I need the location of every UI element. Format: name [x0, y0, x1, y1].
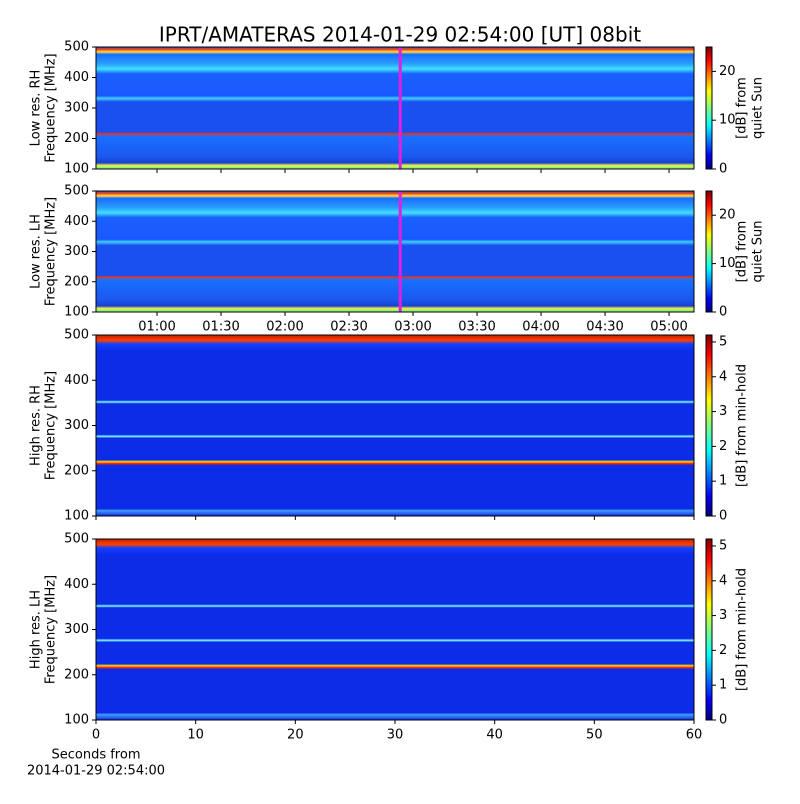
x-tick-label: 03:30: [458, 320, 495, 335]
y-tick-label: 400: [64, 373, 89, 388]
x-axis-label: 2014-01-29 02:54:00: [27, 764, 165, 779]
figure-title: IPRT/AMATERAS 2014-01-29 02:54:00 [UT] 0…: [159, 23, 641, 47]
y-tick-label: 500: [64, 40, 89, 55]
y-axis-label: Frequency [MHz]: [44, 575, 59, 684]
x-tick-label: 05:00: [650, 320, 687, 335]
spectrogram: [96, 539, 694, 720]
colorbar-label: [dB] from min-hold: [735, 568, 750, 691]
colorbar-tick-label: 5: [719, 334, 727, 349]
x-tick-label: 10: [187, 728, 204, 743]
colorbar-tick-label: 3: [719, 404, 727, 419]
x-axis-label: Seconds from: [51, 748, 140, 763]
y-axis-label: Low res. RH: [29, 70, 44, 147]
colorbar-tick-label: 5: [719, 538, 727, 553]
colorbar-label: [dB] from: [735, 221, 750, 283]
y-tick-label: 200: [64, 131, 89, 146]
colorbar: [705, 538, 713, 721]
colorbar: [705, 190, 713, 313]
colorbar-label: [dB] from min-hold: [735, 364, 750, 487]
colorbar-tick-label: 20: [719, 64, 736, 79]
y-axis-label: High res. LH: [29, 590, 44, 669]
x-tick-label: 04:30: [586, 320, 623, 335]
colorbar-tick-label: 0: [719, 713, 727, 728]
colorbar-tick-label: 2: [719, 643, 727, 658]
colorbar-label: quiet Sun: [751, 77, 766, 139]
colorbar-tick-label: 2: [719, 439, 727, 454]
colorbar-tick-label: 10: [719, 256, 736, 271]
colorbar-tick-label: 0: [719, 305, 727, 320]
x-tick-label: 50: [586, 728, 603, 743]
x-tick-label: 40: [486, 728, 503, 743]
y-tick-label: 500: [64, 184, 89, 199]
y-tick-label: 300: [64, 418, 89, 433]
colorbar-tick-label: 4: [719, 573, 727, 588]
colorbar-tick-label: 1: [719, 474, 727, 489]
y-axis-label: Frequency [MHz]: [44, 53, 59, 162]
spectrogram: [96, 191, 694, 312]
colorbar-label: [dB] from: [735, 77, 750, 139]
spectrogram: [96, 47, 694, 169]
y-tick-label: 300: [64, 244, 89, 259]
x-tick-label: 20: [287, 728, 304, 743]
y-tick-label: 200: [64, 463, 89, 478]
y-tick-label: 100: [64, 162, 89, 177]
y-tick-label: 100: [64, 305, 89, 320]
colorbar-tick-label: 3: [719, 608, 727, 623]
y-tick-label: 100: [64, 713, 89, 728]
colorbar: [705, 46, 713, 170]
colorbar-tick-label: 0: [719, 162, 727, 177]
spectrogram: [96, 335, 694, 516]
y-tick-label: 400: [64, 577, 89, 592]
y-tick-label: 400: [64, 70, 89, 85]
y-tick-label: 200: [64, 274, 89, 289]
colorbar-tick-label: 1: [719, 678, 727, 693]
x-tick-label: 03:00: [394, 320, 431, 335]
y-axis-label: Low res. LH: [29, 214, 44, 289]
colorbar-tick-label: 4: [719, 369, 727, 384]
y-tick-label: 300: [64, 101, 89, 116]
colorbar-label: quiet Sun: [751, 220, 766, 282]
colorbar-tick-label: 0: [719, 509, 727, 524]
colorbar-tick-label: 10: [719, 113, 736, 128]
x-tick-label: 0: [92, 728, 100, 743]
x-tick-label: 01:00: [138, 320, 175, 335]
y-tick-label: 500: [64, 532, 89, 547]
colorbar-tick-label: 20: [719, 208, 736, 223]
y-axis-label: Frequency [MHz]: [44, 197, 59, 306]
x-tick-label: 02:30: [330, 320, 367, 335]
y-tick-label: 100: [64, 509, 89, 524]
x-tick-label: 04:00: [522, 320, 559, 335]
y-tick-label: 500: [64, 328, 89, 343]
y-tick-label: 400: [64, 214, 89, 229]
y-tick-label: 300: [64, 622, 89, 637]
colorbar: [705, 334, 713, 517]
x-tick-label: 60: [686, 728, 703, 743]
x-tick-label: 01:30: [202, 320, 239, 335]
y-axis-label: Frequency [MHz]: [44, 371, 59, 480]
y-axis-label: High res. RH: [29, 385, 44, 466]
x-tick-label: 02:00: [266, 320, 303, 335]
y-tick-label: 200: [64, 667, 89, 682]
x-tick-label: 30: [387, 728, 404, 743]
